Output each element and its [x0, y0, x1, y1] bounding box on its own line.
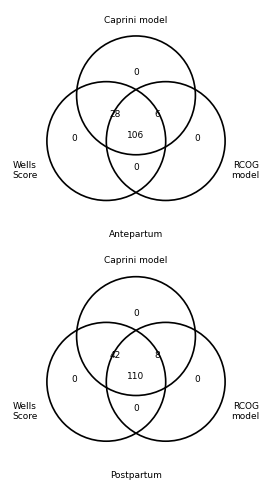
Text: Postpartum: Postpartum	[110, 471, 162, 480]
Text: 28: 28	[109, 110, 121, 120]
Text: 110: 110	[127, 372, 145, 380]
Text: 106: 106	[127, 131, 145, 140]
Text: Wells
Score: Wells Score	[13, 161, 38, 180]
Text: RCOG
model: RCOG model	[231, 402, 259, 421]
Text: 0: 0	[195, 134, 200, 143]
Text: 6: 6	[154, 110, 160, 120]
Text: 0: 0	[133, 68, 139, 77]
Text: 0: 0	[195, 375, 200, 384]
Text: 8: 8	[154, 351, 160, 360]
Text: 0: 0	[72, 134, 77, 143]
Text: Wells
Score: Wells Score	[13, 402, 38, 421]
Text: Antepartum: Antepartum	[109, 230, 163, 239]
Text: 0: 0	[72, 375, 77, 384]
Text: Caprini model: Caprini model	[104, 16, 168, 24]
Text: Caprini model: Caprini model	[104, 256, 168, 266]
Text: RCOG
model: RCOG model	[231, 161, 259, 180]
Text: 0: 0	[133, 404, 139, 412]
Text: 42: 42	[109, 351, 120, 360]
Text: 0: 0	[133, 163, 139, 172]
Text: 0: 0	[133, 308, 139, 318]
